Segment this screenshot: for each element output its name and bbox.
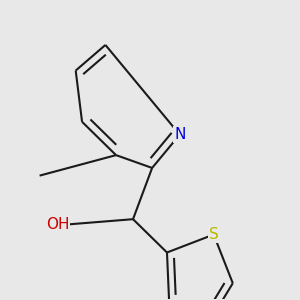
Text: N: N	[174, 127, 185, 142]
Text: S: S	[209, 227, 219, 242]
Text: OH: OH	[46, 217, 69, 232]
